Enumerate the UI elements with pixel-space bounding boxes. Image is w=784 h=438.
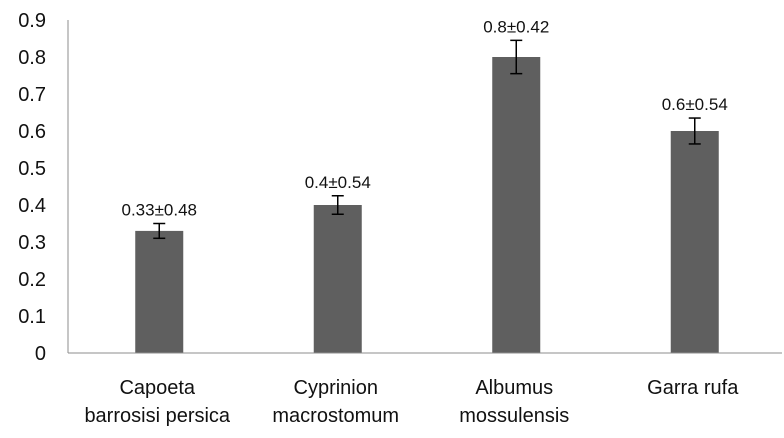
bar xyxy=(670,131,719,353)
category-label: macrostomum xyxy=(272,405,399,427)
bar xyxy=(135,230,184,353)
axes xyxy=(67,20,782,354)
bar xyxy=(492,57,541,353)
error-bar xyxy=(510,39,523,75)
category-label: Garra rufa xyxy=(647,377,739,399)
category-labels: Capoeta barrosisi persica Cyprinion macrost… xyxy=(84,377,739,427)
y-tick-label: 0.4 xyxy=(18,195,46,217)
category-label: mossulensis xyxy=(459,405,569,427)
error-bar xyxy=(331,195,344,215)
y-tick-label: 0.8 xyxy=(18,47,46,69)
category-label: Capoeta xyxy=(119,377,195,399)
data-label: 0.6±0.54 xyxy=(662,95,728,114)
bar xyxy=(313,205,362,353)
error-bar xyxy=(153,222,166,240)
y-tick-label: 0.3 xyxy=(18,232,46,254)
y-tick-label: 0.2 xyxy=(18,269,46,291)
category-label: Albumus xyxy=(475,377,553,399)
error-bar xyxy=(688,117,701,145)
category-label: barrosisi persica xyxy=(84,405,230,427)
y-tick-label: 0 xyxy=(35,343,46,365)
y-tick-label: 0.6 xyxy=(18,121,46,143)
data-labels: 0.33±0.48 0.4±0.54 0.8±0.42 0.6±0.54 xyxy=(121,17,727,219)
bars xyxy=(135,57,719,353)
data-label: 0.8±0.42 xyxy=(483,17,549,36)
data-label: 0.33±0.48 xyxy=(121,201,197,220)
y-tick-label: 0.5 xyxy=(18,158,46,180)
y-tick-label: 0.7 xyxy=(18,84,46,106)
y-tick-label: 0.9 xyxy=(18,10,46,32)
y-axis-ticks: 0 0.1 0.2 0.3 0.4 0.5 0.6 0.7 0.8 0.9 xyxy=(18,10,46,365)
category-label: Cyprinion xyxy=(294,377,378,399)
y-tick-label: 0.1 xyxy=(18,306,46,328)
error-bars xyxy=(153,39,701,240)
data-label: 0.4±0.54 xyxy=(305,173,371,192)
